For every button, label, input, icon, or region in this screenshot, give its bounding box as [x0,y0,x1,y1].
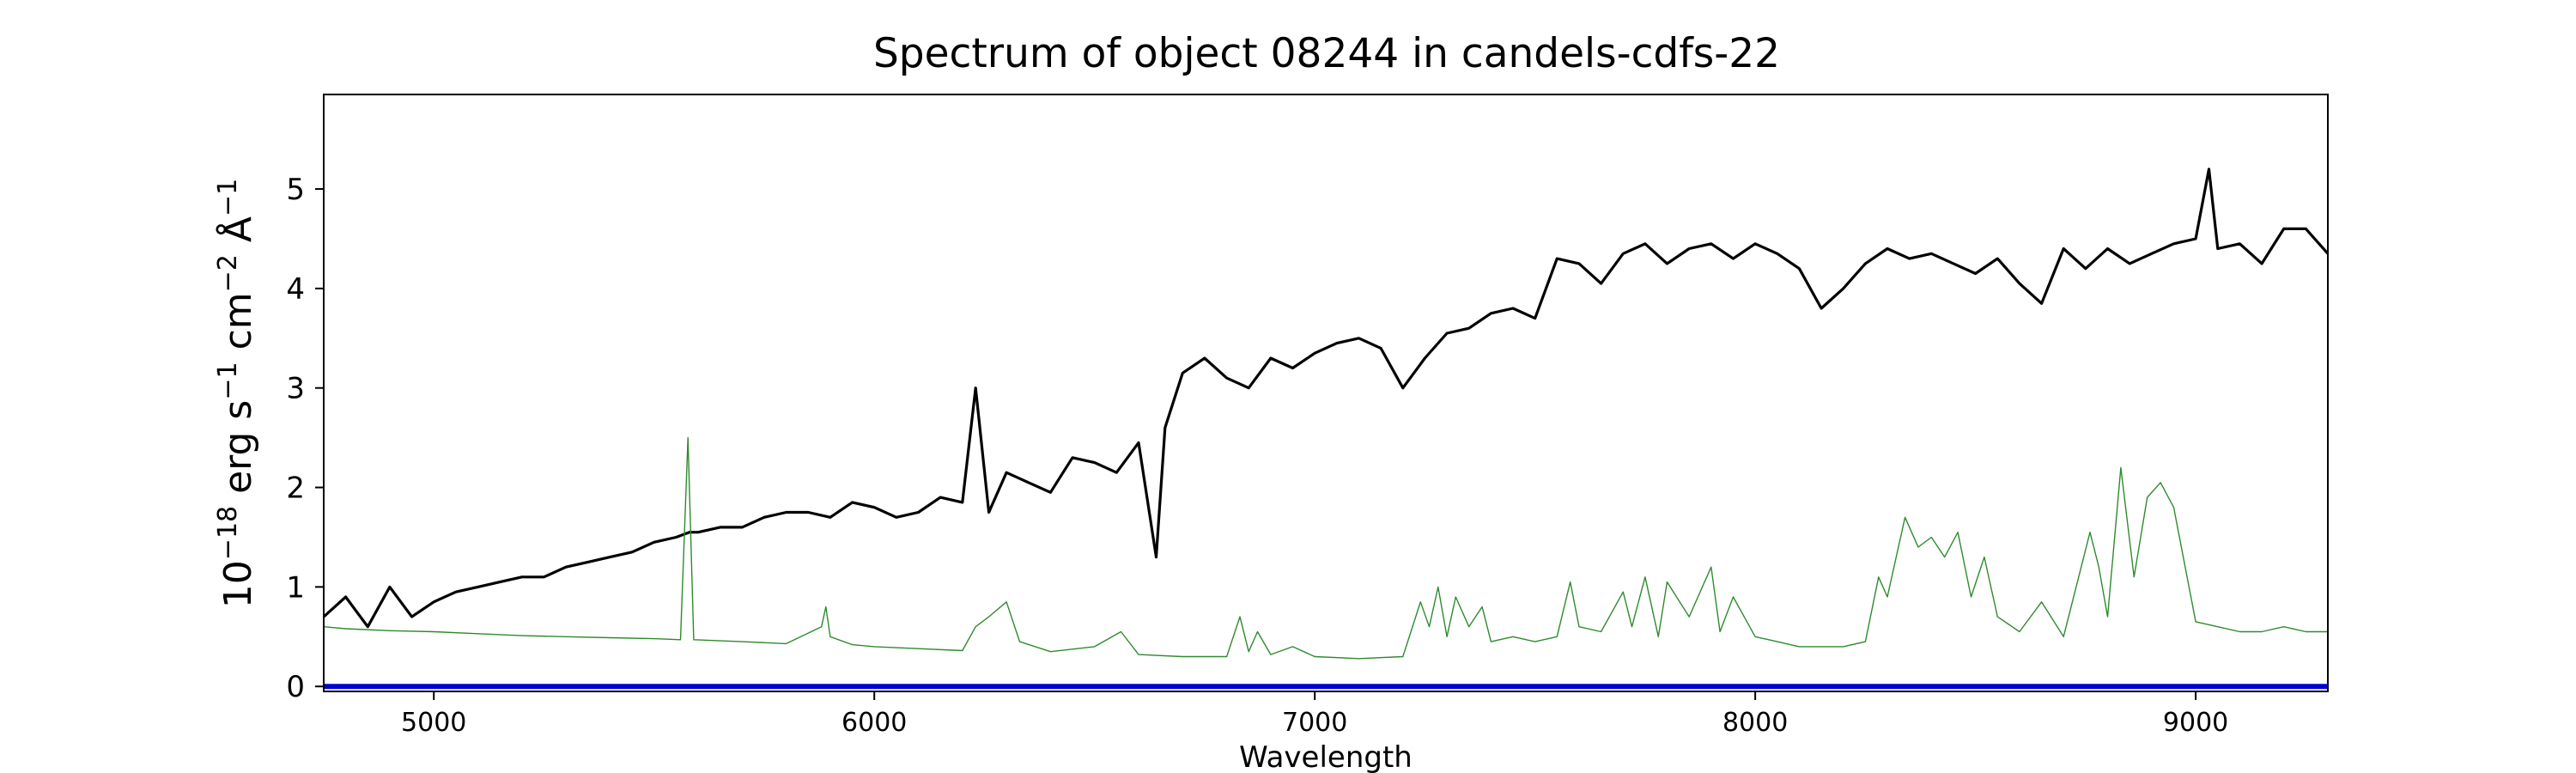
x-tick-label: 6000 [841,708,907,738]
y-tick-label: 2 [286,472,305,506]
y-tick-label: 5 [286,173,305,207]
y-tick-label: 4 [286,272,305,307]
plot-series-layer [324,167,2328,690]
x-axis: 5000 6000 7000 8000 9000 [401,691,2228,738]
series-line-flux [324,167,2328,629]
chart-title: Spectrum of object 08244 in candels-cdfs… [873,30,1780,77]
x-axis-label: Wavelength [1239,740,1413,773]
y-tick-label: 0 [286,670,305,704]
x-tick-label: 7000 [1282,708,1347,738]
y-axis-label: 10−18 erg s−1 cm−2 Å−1 [213,179,261,608]
y-tick-label: 3 [286,372,305,406]
x-tick-label: 8000 [1722,708,1788,738]
x-tick-label: 9000 [2163,708,2228,738]
x-tick-label: 5000 [401,708,466,738]
plot-frame [323,94,2329,692]
y-axis: 0 1 2 3 4 5 [286,173,324,704]
series-line-sky [324,436,2328,660]
y-tick-label: 1 [286,570,305,605]
